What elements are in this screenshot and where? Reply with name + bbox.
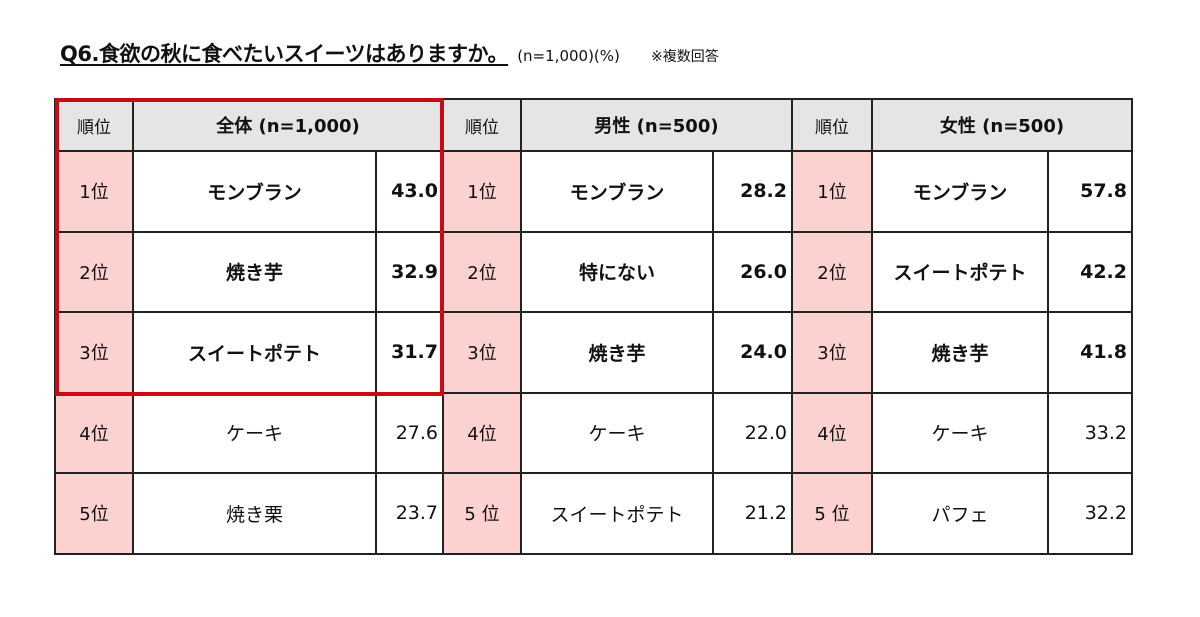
- item-cell: 焼き栗: [132, 472, 377, 555]
- rank-cell: 2位: [442, 230, 522, 313]
- value-cell: 27.6: [375, 391, 444, 474]
- value-cell: 22.0: [712, 391, 793, 474]
- sample-note: (n=1,000)(%): [517, 47, 620, 65]
- rank-cell: 3位: [54, 311, 134, 394]
- answer-note: ※複数回答: [650, 49, 719, 65]
- rank-cell: 1位: [791, 150, 873, 233]
- table-row: 2位 焼き芋 32.9 2位 特にない 26.0 2位 スイートポテト 42.2: [54, 230, 1133, 313]
- item-cell: スイートポテト: [132, 311, 377, 394]
- rank-cell: 1位: [442, 150, 522, 233]
- item-cell: モンブラン: [871, 150, 1049, 233]
- item-cell: ケーキ: [520, 391, 714, 474]
- value-cell: 41.8: [1047, 311, 1133, 394]
- rank-cell: 3位: [442, 311, 522, 394]
- table-row: 4位 ケーキ 27.6 4位 ケーキ 22.0 4位 ケーキ 33.2: [54, 391, 1133, 474]
- item-cell: 焼き芋: [520, 311, 714, 394]
- table-row: 5位 焼き栗 23.7 5 位 スイートポテト 21.2 5 位 パフェ 32.…: [54, 472, 1133, 555]
- item-cell: モンブラン: [132, 150, 377, 233]
- group-header-total: 全体 (n=1,000): [132, 98, 444, 152]
- value-cell: 57.8: [1047, 150, 1133, 233]
- item-cell: スイートポテト: [520, 472, 714, 555]
- rank-cell: 4位: [442, 391, 522, 474]
- rank-cell: 2位: [791, 230, 873, 313]
- item-cell: ケーキ: [871, 391, 1049, 474]
- rank-cell: 1位: [54, 150, 134, 233]
- rank-cell: 5 位: [442, 472, 522, 555]
- item-cell: 特にない: [520, 230, 714, 313]
- item-cell: 焼き芋: [132, 230, 377, 313]
- table-row: 1位 モンブラン 43.0 1位 モンブラン 28.2 1位 モンブラン 57.…: [54, 150, 1133, 233]
- value-cell: 24.0: [712, 311, 793, 394]
- rank-cell: 3位: [791, 311, 873, 394]
- value-cell: 28.2: [712, 150, 793, 233]
- group-header-male: 男性 (n=500): [520, 98, 793, 152]
- rank-header-male: 順位: [442, 98, 522, 152]
- item-cell: パフェ: [871, 472, 1049, 555]
- item-cell: ケーキ: [132, 391, 377, 474]
- header-row: 順位 全体 (n=1,000) 順位 男性 (n=500) 順位 女性 (n=5…: [54, 98, 1133, 152]
- rank-cell: 5位: [54, 472, 134, 555]
- value-cell: 32.9: [375, 230, 444, 313]
- rank-header-total: 順位: [54, 98, 134, 152]
- value-cell: 26.0: [712, 230, 793, 313]
- rank-header-female: 順位: [791, 98, 873, 152]
- ranking-table: 順位 全体 (n=1,000) 順位 男性 (n=500) 順位 女性 (n=5…: [54, 98, 1133, 555]
- item-cell: 焼き芋: [871, 311, 1049, 394]
- rank-cell: 2位: [54, 230, 134, 313]
- question-title: Q6.食欲の秋に食べたいスイーツはありますか。: [60, 42, 509, 66]
- value-cell: 33.2: [1047, 391, 1133, 474]
- rank-cell: 5 位: [791, 472, 873, 555]
- item-cell: スイートポテト: [871, 230, 1049, 313]
- group-header-female: 女性 (n=500): [871, 98, 1133, 152]
- table-row: 3位 スイートポテト 31.7 3位 焼き芋 24.0 3位 焼き芋 41.8: [54, 311, 1133, 394]
- rank-cell: 4位: [54, 391, 134, 474]
- title-row: Q6.食欲の秋に食べたいスイーツはありますか。 (n=1,000)(%) ※複数…: [60, 38, 719, 68]
- value-cell: 23.7: [375, 472, 444, 555]
- value-cell: 21.2: [712, 472, 793, 555]
- item-cell: モンブラン: [520, 150, 714, 233]
- value-cell: 32.2: [1047, 472, 1133, 555]
- value-cell: 43.0: [375, 150, 444, 233]
- value-cell: 31.7: [375, 311, 444, 394]
- value-cell: 42.2: [1047, 230, 1133, 313]
- rank-cell: 4位: [791, 391, 873, 474]
